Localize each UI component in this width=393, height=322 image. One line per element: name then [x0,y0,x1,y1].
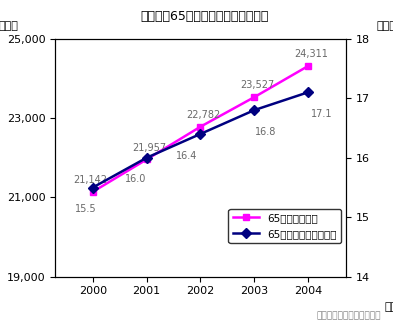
Text: 22,782: 22,782 [186,110,220,120]
Text: 幸区内の65歳以上の人口・人口割合: 幸区内の65歳以上の人口・人口割合 [140,10,268,23]
Text: （％）: （％） [376,22,393,32]
Text: 16.4: 16.4 [176,151,197,161]
65歳以上の人口の割合 [306,90,310,94]
65歳以上の人口の割合 [90,185,95,189]
Text: （年）: （年） [385,302,393,312]
Text: 17.1: 17.1 [311,109,333,119]
65歳以上の人口の割合 [198,132,203,136]
Text: 15.5: 15.5 [75,204,97,214]
Text: （人）: （人） [0,22,18,32]
Text: 24,311: 24,311 [294,49,328,59]
65歳以上の人口の割合 [144,156,149,160]
Text: （川崎市年齢別人口統計）: （川崎市年齢別人口統計） [317,311,381,320]
65歳以上の人口 [198,125,203,129]
Legend: 65歳以上の人口, 65歳以上の人口の割合: 65歳以上の人口, 65歳以上の人口の割合 [228,209,341,243]
65歳以上の人口 [144,157,149,161]
Text: 21,142: 21,142 [73,175,107,185]
65歳以上の人口の割合 [252,108,257,112]
Line: 65歳以上の人口: 65歳以上の人口 [89,62,312,195]
65歳以上の人口 [306,64,310,68]
Line: 65歳以上の人口の割合: 65歳以上の人口の割合 [89,89,312,191]
65歳以上の人口 [90,190,95,194]
Text: 16.0: 16.0 [125,175,146,185]
Text: 16.8: 16.8 [255,127,276,137]
Text: 21,957: 21,957 [132,143,166,153]
Text: 23,527: 23,527 [240,80,274,90]
65歳以上の人口 [252,95,257,99]
